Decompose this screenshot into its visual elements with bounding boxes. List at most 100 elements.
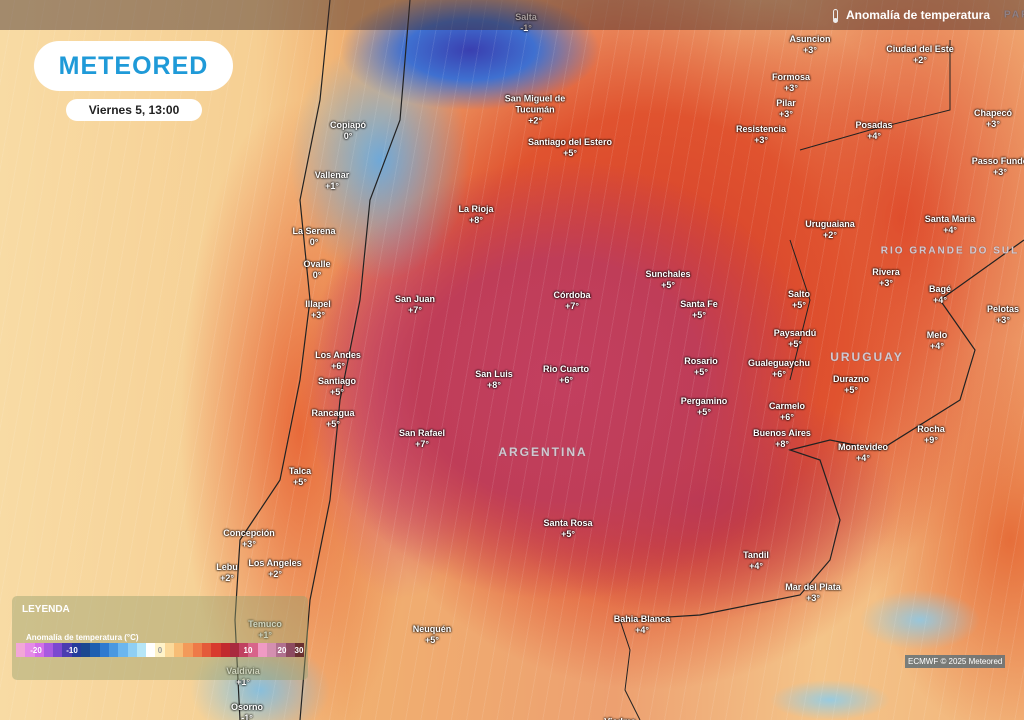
legend-tick: 10: [243, 646, 253, 655]
city-anomaly-value: +7°: [415, 439, 429, 449]
city-label[interactable]: Rocha +9°: [917, 424, 945, 446]
city-label[interactable]: Salto +5°: [788, 289, 810, 311]
data-credit: ECMWF © 2025 Meteored: [905, 655, 1006, 668]
city-label[interactable]: Viedma: [604, 717, 636, 720]
city-label[interactable]: Rio Cuarto +6°: [543, 364, 589, 386]
city-label[interactable]: Osorno -1°: [231, 702, 263, 720]
layer-selector[interactable]: Anomalía de temperatura: [832, 8, 990, 23]
city-name: Santa Fe: [680, 299, 718, 309]
city-label[interactable]: Paysandú +5°: [774, 328, 817, 350]
legend-color-swatch: [25, 643, 35, 657]
city-label[interactable]: Ciudad del Este +2°: [886, 44, 954, 66]
city-label[interactable]: Asuncion +3°: [789, 34, 830, 56]
city-label[interactable]: Rancagua +5°: [311, 408, 354, 430]
city-label[interactable]: Sunchales +5°: [645, 269, 690, 291]
city-label[interactable]: Resistencia +3°: [736, 124, 786, 146]
legend-color-swatch: [146, 643, 156, 657]
city-label[interactable]: Rivera +3°: [872, 267, 900, 289]
city-label[interactable]: Formosa +3°: [772, 72, 810, 94]
city-label[interactable]: San Juan +7°: [395, 294, 435, 316]
city-name: Pelotas: [986, 304, 1020, 314]
city-label[interactable]: Bagé +4°: [929, 284, 951, 306]
legend-tick: 0: [157, 646, 163, 655]
city-label[interactable]: Gualeguaychu +6°: [748, 358, 810, 380]
city-label[interactable]: Illapel +3°: [305, 299, 331, 321]
city-anomaly-value: +9°: [924, 435, 938, 445]
meteored-logo[interactable]: METEORED: [34, 41, 233, 91]
city-name: Paysandú: [773, 328, 817, 338]
city-label[interactable]: Santa Fe +5°: [680, 299, 718, 321]
city-label[interactable]: Concepción +3°: [223, 528, 275, 550]
city-label[interactable]: Santiago +5°: [318, 376, 356, 398]
city-label[interactable]: Santiago del Estero +5°: [528, 137, 612, 159]
forecast-datetime[interactable]: Viernes 5, 13:00: [66, 99, 202, 121]
city-label[interactable]: Temuco +1°: [248, 619, 282, 641]
city-name: Chapecó: [973, 108, 1013, 118]
city-name: Rivera: [872, 267, 900, 277]
city-label[interactable]: Talca +5°: [289, 466, 311, 488]
city-label[interactable]: Posadas +4°: [855, 120, 892, 142]
city-label[interactable]: Santa Maria +4°: [925, 214, 976, 236]
city-label[interactable]: Durazno +5°: [833, 374, 869, 396]
city-label[interactable]: Valdivia +1°: [226, 666, 260, 688]
city-label[interactable]: La Serena 0°: [292, 226, 335, 248]
city-label[interactable]: Uruguaiana +2°: [805, 219, 855, 241]
city-label[interactable]: Chapecó +3°: [974, 108, 1012, 130]
city-label[interactable]: Pilar +3°: [776, 98, 796, 120]
city-label[interactable]: Montevideo +4°: [838, 442, 888, 464]
city-anomaly-value: +3°: [986, 119, 1000, 129]
legend-tick: 20: [277, 646, 287, 655]
city-label[interactable]: Rosario +5°: [684, 356, 718, 378]
city-name: Montevideo: [837, 442, 889, 452]
legend-color-swatch: [183, 643, 193, 657]
city-label[interactable]: Los Andes +6°: [315, 350, 361, 372]
city-label[interactable]: Carmelo +6°: [769, 401, 805, 423]
city-label[interactable]: San Rafael +7°: [399, 428, 445, 450]
thermometer-icon: [832, 9, 838, 23]
legend-color-swatch: [90, 643, 100, 657]
city-anomaly-value: +4°: [943, 225, 957, 235]
city-label[interactable]: Melo +4°: [927, 330, 948, 352]
city-label[interactable]: Vallenar +1°: [315, 170, 350, 192]
city-label[interactable]: Lebu +2°: [216, 562, 238, 584]
city-label[interactable]: Salta -1°: [515, 12, 537, 34]
city-label[interactable]: La Rioja +8°: [458, 204, 493, 226]
legend-color-swatch: [62, 643, 72, 657]
city-anomaly-value: 0°: [343, 131, 353, 141]
city-label[interactable]: Santa Rosa +5°: [543, 518, 592, 540]
city-label[interactable]: Tandil +4°: [743, 550, 769, 572]
city-anomaly-value: +5°: [330, 387, 344, 397]
city-anomaly-value: +5°: [326, 419, 340, 429]
legend-title: LEYENDA: [22, 604, 70, 615]
city-anomaly-value: +4°: [749, 561, 763, 571]
city-name: Pergamino: [680, 396, 728, 406]
city-label[interactable]: Los Angeles +2°: [248, 558, 301, 580]
city-label[interactable]: Neuquén +5°: [413, 624, 452, 646]
legend-panel: LEYENDA Anomalía de temperatura (°C) -20…: [12, 596, 308, 680]
city-anomaly-value: +5°: [563, 148, 577, 158]
city-label[interactable]: Mar del Plata +3°: [785, 582, 841, 604]
city-label[interactable]: Copiapó 0°: [330, 120, 366, 142]
uruguay-river-border: [789, 239, 811, 381]
city-anomaly-value: +7°: [565, 301, 579, 311]
city-anomaly-value: -1°: [520, 23, 532, 33]
city-label[interactable]: San Miguel de Tucumán +2°: [495, 94, 575, 127]
city-label[interactable]: Pergamino +5°: [681, 396, 728, 418]
city-anomaly-value: +1°: [325, 181, 339, 191]
city-anomaly-value: 0°: [309, 237, 319, 247]
city-label[interactable]: San Luis +8°: [475, 369, 513, 391]
city-label[interactable]: Buenos Aires +8°: [753, 428, 811, 450]
city-name: Santa Rosa: [543, 518, 593, 528]
city-anomaly-value: +5°: [425, 635, 439, 645]
city-anomaly-value: +3°: [993, 167, 1007, 177]
city-name: San Miguel de Tucumán: [504, 93, 566, 115]
city-label[interactable]: Ovalle 0°: [303, 259, 330, 281]
city-anomaly-value: +6°: [780, 412, 794, 422]
legend-color-swatch: [267, 643, 277, 657]
city-label[interactable]: Córdoba +7°: [554, 290, 591, 312]
city-name: Santa Maria: [924, 214, 976, 224]
city-label[interactable]: Pelotas +3°: [987, 304, 1019, 326]
city-label[interactable]: Passo Fundo +3°: [972, 156, 1024, 178]
city-label[interactable]: Bahia Blanca +4°: [614, 614, 671, 636]
